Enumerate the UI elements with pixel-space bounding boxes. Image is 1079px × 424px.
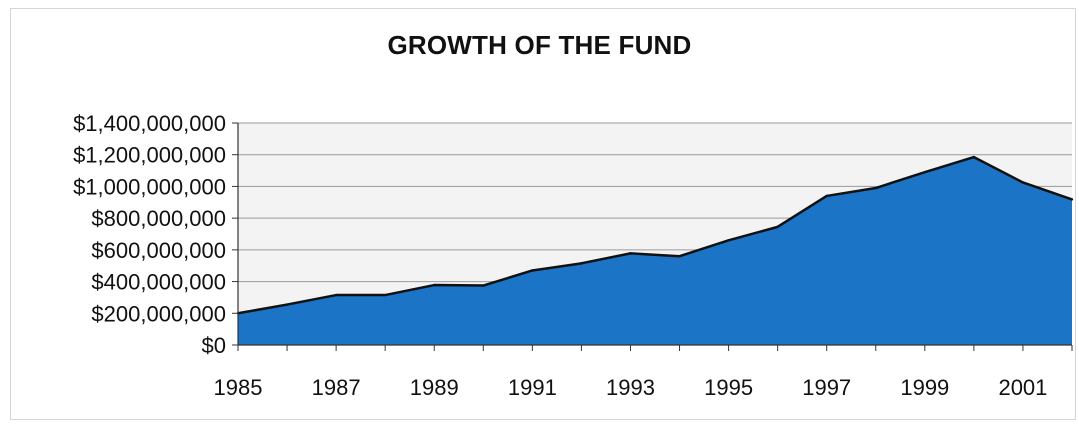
y-tick-label: $200,000,000 xyxy=(91,301,226,326)
data-point xyxy=(383,293,387,297)
y-tick-label: $0 xyxy=(202,333,226,358)
data-point xyxy=(825,194,828,198)
y-tick-label: $400,000,000 xyxy=(91,270,226,295)
x-tick-label: 2001 xyxy=(998,375,1047,400)
data-point xyxy=(482,284,485,287)
x-tick-label: 1985 xyxy=(214,375,263,400)
data-point xyxy=(874,186,877,190)
x-tick-label: 1993 xyxy=(606,375,655,400)
y-tick-label: $1,400,000,000 xyxy=(73,111,226,136)
data-point xyxy=(334,293,338,297)
data-point xyxy=(678,255,681,258)
data-point xyxy=(433,283,436,287)
data-point xyxy=(1021,181,1025,184)
x-tick-label: 1997 xyxy=(802,375,851,400)
data-point xyxy=(923,170,927,174)
x-tick-label: 1987 xyxy=(312,375,361,400)
data-point xyxy=(629,252,632,255)
data-point xyxy=(1070,198,1074,201)
x-tick-label: 1999 xyxy=(900,375,949,400)
data-point xyxy=(972,155,976,159)
y-tick-label: $1,200,000,000 xyxy=(73,143,226,168)
y-tick-label: $600,000,000 xyxy=(91,238,226,263)
x-tick-label: 1995 xyxy=(704,375,753,400)
series-line xyxy=(237,155,1073,315)
data-point xyxy=(285,303,289,306)
data-point xyxy=(776,225,779,229)
data-point xyxy=(531,269,534,272)
y-tick-label: $1,000,000,000 xyxy=(73,174,226,199)
chart-title: GROWTH OF THE FUND xyxy=(387,30,692,60)
x-tick-label: 1991 xyxy=(508,375,557,400)
y-tick-label: $800,000,000 xyxy=(91,206,226,231)
data-point xyxy=(580,262,583,265)
x-tick-label: 1989 xyxy=(410,375,459,400)
series-area xyxy=(238,157,1072,345)
data-point xyxy=(727,239,730,242)
